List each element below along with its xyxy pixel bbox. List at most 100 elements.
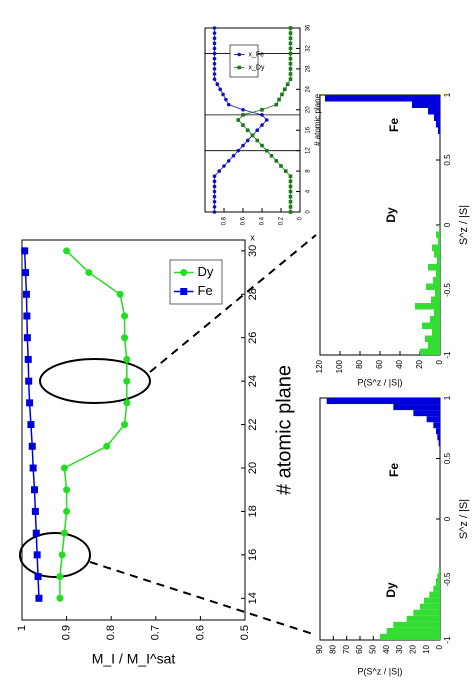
y-tick-label: 60: [355, 644, 364, 653]
data-point: [121, 312, 129, 320]
x-tick-label: 1: [443, 92, 452, 97]
histogram-bar: [437, 434, 440, 441]
connector: [89, 561, 317, 636]
x-tick-label: -1: [443, 351, 452, 359]
histogram-bar: [434, 251, 440, 258]
legend-label: x_Dy: [249, 64, 265, 71]
data-point: [279, 164, 283, 168]
y-tick-label: 20: [408, 644, 417, 653]
data-point: [58, 551, 66, 559]
histogram-bar: [438, 127, 440, 134]
x-tick-label: 0.5: [443, 452, 452, 464]
data-point: [288, 189, 293, 194]
data-point: [23, 334, 31, 342]
x-tick-label: 16: [247, 549, 259, 561]
data-point: [63, 247, 71, 255]
highlight-ellipse: [19, 532, 91, 578]
y-tick-label: 70: [342, 644, 351, 653]
data-point: [288, 67, 293, 71]
data-point: [218, 87, 222, 92]
y-tick-label: 100: [335, 359, 344, 373]
connector: [149, 234, 317, 373]
histogram-bar: [428, 264, 440, 271]
data-point: [31, 507, 39, 515]
data-point: [260, 123, 264, 127]
y-tick-label: 0.6: [241, 216, 247, 225]
x-tick-label: -0.5: [443, 283, 452, 297]
x-tick-label: 24: [247, 375, 259, 387]
data-point: [264, 148, 269, 153]
data-point: [25, 377, 33, 385]
histogram-bar: [425, 335, 440, 342]
data-point: [288, 51, 293, 56]
highlight-ellipse: [39, 358, 151, 404]
data-point: [241, 113, 245, 117]
x-tick-label: 22: [247, 418, 259, 430]
data-point: [28, 442, 36, 450]
histogram-bar: [393, 404, 440, 411]
data-point: [288, 31, 293, 35]
y-tick-label: 20: [415, 359, 424, 368]
data-point: [212, 67, 217, 71]
histogram-bar: [433, 422, 440, 429]
histogram-bar: [426, 283, 440, 290]
data-point: [277, 97, 281, 102]
data-point: [226, 102, 231, 107]
data-point: [56, 573, 64, 581]
legend-label: Dy: [198, 264, 214, 279]
x-tick-label: 20: [247, 462, 259, 474]
x-tick-label: 32: [306, 44, 312, 51]
data-point: [212, 184, 217, 189]
x-tick-label: 0: [306, 210, 312, 214]
data-point: [288, 179, 293, 184]
data-point: [212, 26, 217, 30]
data-point: [260, 143, 264, 148]
series-annotation: Dy: [384, 582, 398, 598]
histogram-bar: [413, 410, 440, 417]
plot-frame: [204, 27, 301, 213]
y-axis-label: x: [250, 232, 255, 242]
data-point: [63, 507, 71, 515]
data-point: [212, 56, 217, 61]
x-tick-label: 8: [306, 169, 312, 173]
data-point: [60, 529, 68, 537]
legend-label: x_Fe: [249, 51, 265, 58]
x-tick-label: 16: [306, 126, 312, 133]
histogram-bar: [420, 348, 440, 355]
y-tick-label: 0.7: [150, 625, 162, 640]
series-annotation: Dy: [384, 207, 398, 223]
legend-box: [229, 44, 259, 78]
x-axis-label: S^z / |S|: [458, 205, 470, 245]
data-point: [212, 72, 217, 76]
y-tick-label: 40: [382, 644, 391, 653]
y-tick-label: 0.8: [105, 625, 117, 640]
data-point: [22, 269, 30, 277]
data-point: [260, 107, 264, 112]
histogram-bar: [436, 231, 440, 238]
data-point: [24, 355, 32, 363]
data-point: [288, 56, 293, 61]
series-annotation: Fe: [387, 463, 401, 477]
histogram-bar: [380, 633, 440, 640]
histogram-bar: [429, 591, 440, 598]
histogram-bar: [436, 579, 440, 586]
data-point: [29, 464, 37, 472]
data-point: [241, 123, 245, 127]
x-tick-label: 4: [306, 189, 312, 193]
data-point: [212, 41, 217, 46]
histogram-bar: [432, 329, 440, 336]
histogram-bar: [428, 108, 440, 115]
data-point: [56, 594, 64, 602]
x-tick-label: 0: [443, 516, 452, 521]
data-point: [236, 148, 241, 153]
data-point: [60, 464, 68, 472]
x-tick-label: 0.5: [443, 154, 452, 166]
data-point: [215, 82, 220, 87]
y-axis-label: P(S^z / |S|): [358, 666, 403, 676]
histogram-bar: [406, 615, 440, 622]
y-tick-label: 0.6: [194, 625, 206, 640]
histogram-bar: [433, 585, 440, 592]
data-point: [288, 199, 293, 204]
y-tick-label: 0.5: [239, 625, 251, 640]
data-point: [288, 72, 293, 76]
